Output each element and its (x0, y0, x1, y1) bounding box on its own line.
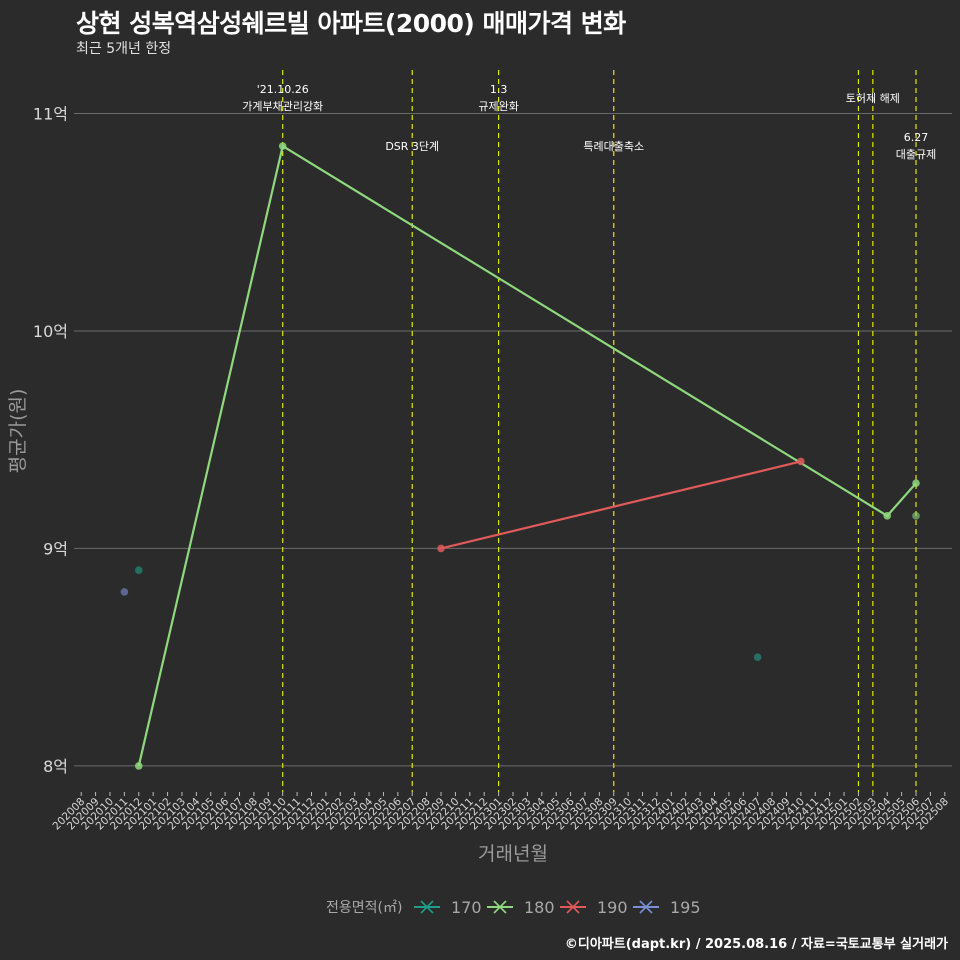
y-tick-label: 11억 (33, 104, 68, 123)
data-point-190 (437, 544, 445, 553)
legend-label-190: 190 (597, 898, 628, 917)
x-axis-title: 거래년월 (478, 843, 548, 865)
data-point-180 (912, 479, 920, 487)
axis-layer: 8억9억10억11억202008202009202010202011202012… (7, 104, 951, 865)
legend-label-180: 180 (524, 898, 555, 917)
series-line-190 (440, 460, 802, 550)
grid-layer (74, 112, 952, 767)
event-label: 6.27 (904, 131, 929, 144)
y-tick-label: 9억 (43, 539, 68, 558)
y-axis-title: 평균가(원) (7, 389, 29, 474)
series-line-180 (137, 145, 917, 767)
legend-swatch-cross (493, 900, 507, 914)
legend-layer: 전용면적(㎡) 170 180 190 195 (326, 898, 701, 917)
legend-label-195: 195 (670, 898, 701, 917)
chart-caption: ©디아파트(dapt.kr) / 2025.08.16 / 자료=국토교통부 실… (564, 937, 948, 952)
y-tick-label: 8억 (43, 757, 68, 776)
event-label: '21.10.26 (257, 83, 309, 96)
data-point-170 (753, 653, 762, 661)
legend-swatch-cross (420, 900, 434, 914)
event-label: 가계부채관리강화 (242, 100, 323, 113)
chart-subtitle: 최근 5개년 한정 (76, 41, 172, 57)
data-point-190 (797, 457, 805, 466)
event-label: 규제완화 (478, 100, 518, 113)
y-tick-label: 10억 (33, 322, 68, 341)
event-label: 특례대출축소 (583, 140, 644, 153)
event-label: 1.3 (490, 83, 508, 96)
series-layer (120, 142, 920, 770)
data-point-170 (134, 566, 143, 574)
legend-label-170: 170 (451, 898, 482, 917)
data-point-180 (278, 142, 287, 150)
data-point-180 (134, 762, 143, 770)
chart-title: 상현 성복역삼성쉐르빌 아파트(2000) 매매가격 변화 (76, 9, 626, 38)
event-label: 토허제 해제 (846, 91, 900, 105)
legend-title: 전용면적(㎡) (326, 900, 402, 916)
event-label: DSR 3단계 (385, 140, 439, 153)
legend-swatch-cross (639, 900, 653, 914)
data-point-195 (120, 588, 129, 596)
legend-swatch-cross (566, 900, 580, 914)
data-point-180 (883, 512, 892, 520)
data-point-180-extra (912, 512, 920, 520)
event-label: 대출규제 (896, 148, 936, 161)
